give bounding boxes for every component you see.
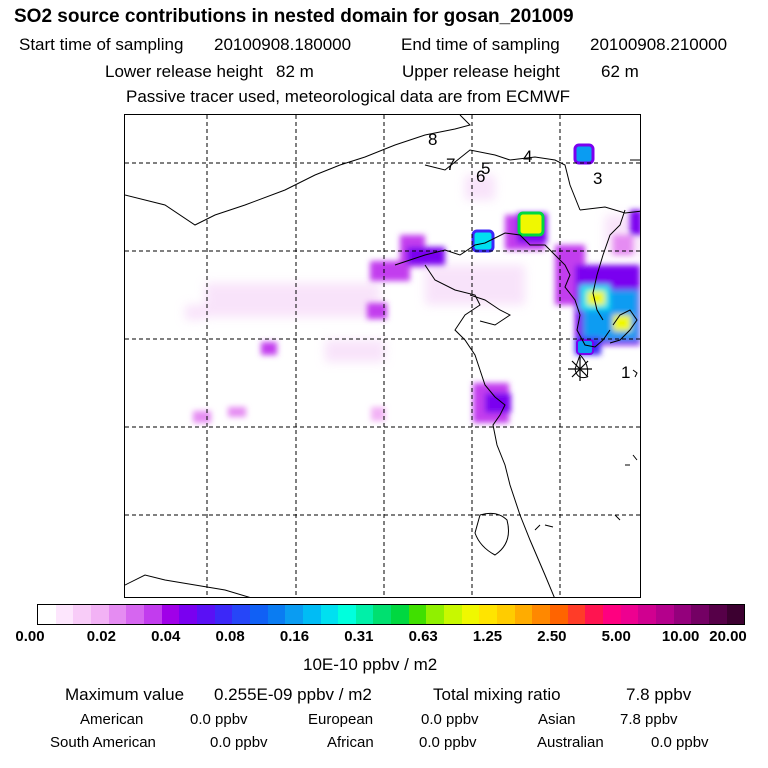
colorbar-swatch	[214, 605, 233, 624]
colorbar-tick-label: 0.02	[86, 628, 116, 645]
lower-height-value: 82 m	[276, 62, 314, 81]
colorbar-swatch	[726, 605, 745, 624]
region-name: South American	[50, 734, 156, 751]
colorbar-swatch	[143, 605, 162, 624]
colorbar-swatch	[108, 605, 127, 624]
total-mixing-label: Total mixing ratio	[433, 685, 561, 704]
colorbar-swatch	[373, 605, 392, 624]
colorbar-swatch	[38, 605, 56, 624]
colorbar-swatch	[391, 605, 409, 624]
colorbar-tick-label: 0.04	[151, 628, 181, 645]
region-name: Asian	[538, 711, 576, 728]
marker-4: 4	[523, 147, 533, 166]
end-time-value: 20100908.210000	[590, 35, 728, 54]
colorbar-swatch	[320, 605, 339, 624]
marker-1: 1	[621, 363, 631, 382]
region-value: 0.0 ppbv	[421, 711, 479, 728]
start-time-label: Start time of sampling	[19, 35, 184, 54]
colorbar-swatch	[196, 605, 215, 624]
lower-height-label: Lower release height	[105, 62, 263, 81]
colorbar-swatch	[232, 605, 250, 624]
colorbar-swatch	[655, 605, 674, 624]
colorbar-swatch	[426, 605, 445, 624]
colorbar-tick-label: 5.00	[601, 628, 631, 645]
marker-3: 3	[593, 169, 603, 188]
region-name: European	[308, 711, 374, 728]
colorbar-swatch	[691, 605, 709, 624]
colorbar-swatch	[126, 605, 144, 624]
colorbar-swatch	[338, 605, 356, 624]
colorbar-swatch	[620, 605, 639, 624]
colorbar-tick-label: 0.08	[215, 628, 245, 645]
tracer-note: Passive tracer used, meteorological data…	[126, 87, 571, 106]
colorbar-swatch	[249, 605, 268, 624]
marker-5: 5	[481, 159, 491, 178]
colorbar-swatch	[673, 605, 692, 624]
grid-lines	[125, 115, 640, 597]
region-value: 7.8 ppbv	[620, 711, 678, 728]
page-title: SO2 source contributions in nested domai…	[14, 6, 574, 27]
colorbar-tick-label: 0.63	[408, 628, 438, 645]
colorbar-swatch	[73, 605, 91, 624]
concentration-field	[185, 143, 640, 423]
region-name: African	[327, 734, 374, 751]
colorbar-tick-label: 10.00	[661, 628, 700, 645]
colorbar-unit: 10E-10 ppbv / m2	[303, 655, 438, 674]
asterisk-icon	[568, 357, 592, 381]
region-value: 0.0 ppbv	[651, 734, 709, 751]
colorbar-swatch	[497, 605, 515, 624]
map-panel: 1 3 4 5 6 7 8	[124, 114, 641, 598]
colorbar-swatch	[461, 605, 480, 624]
colorbar-swatch	[179, 605, 197, 624]
start-time-value: 20100908.180000	[214, 35, 352, 54]
region-value: 0.0 ppbv	[210, 734, 268, 751]
colorbar-swatch	[638, 605, 656, 624]
colorbar-swatch	[532, 605, 551, 624]
colorbar-swatch	[90, 605, 109, 624]
map-canvas	[125, 115, 640, 597]
colorbar-swatch	[285, 605, 303, 624]
upper-height-label: Upper release height	[402, 62, 560, 81]
colorbar-swatch	[708, 605, 727, 624]
region-value: 0.0 ppbv	[419, 734, 477, 751]
colorbar-tick-label: 20.00	[709, 628, 747, 645]
colorbar-swatch	[550, 605, 568, 624]
colorbar	[37, 604, 745, 625]
colorbar-tick-label: 1.25	[472, 628, 503, 645]
colorbar-tick-label: 2.50	[537, 628, 567, 645]
max-value: 0.255E-09 ppbv / m2	[214, 685, 372, 704]
colorbar-swatch	[585, 605, 603, 624]
total-mixing-value: 7.8 ppbv	[626, 685, 692, 704]
colorbar-tick-label: 0.00	[15, 628, 45, 645]
colorbar-swatch	[408, 605, 427, 624]
region-name: American	[80, 711, 144, 728]
marker-6: 6	[476, 167, 486, 186]
max-value-label: Maximum value	[65, 685, 185, 704]
region-value: 0.0 ppbv	[190, 711, 248, 728]
region-name: Australian	[537, 734, 604, 751]
colorbar-swatch	[302, 605, 321, 624]
colorbar-swatch	[161, 605, 180, 624]
colorbar-swatch	[514, 605, 533, 624]
colorbar-swatch	[444, 605, 462, 624]
end-time-label: End time of sampling	[401, 35, 560, 54]
colorbar-swatch	[267, 605, 286, 624]
colorbar-swatch	[355, 605, 374, 624]
upper-height-value: 62 m	[601, 62, 639, 81]
marker-7: 7	[446, 155, 456, 174]
colorbar-swatch	[567, 605, 586, 624]
colorbar-swatch	[55, 605, 74, 624]
colorbar-swatch	[479, 605, 498, 624]
colorbar-swatch	[603, 605, 621, 624]
colorbar-tick-label: 0.31	[344, 628, 374, 645]
marker-8: 8	[428, 130, 438, 149]
colorbar-tick-label: 0.16	[279, 628, 310, 645]
